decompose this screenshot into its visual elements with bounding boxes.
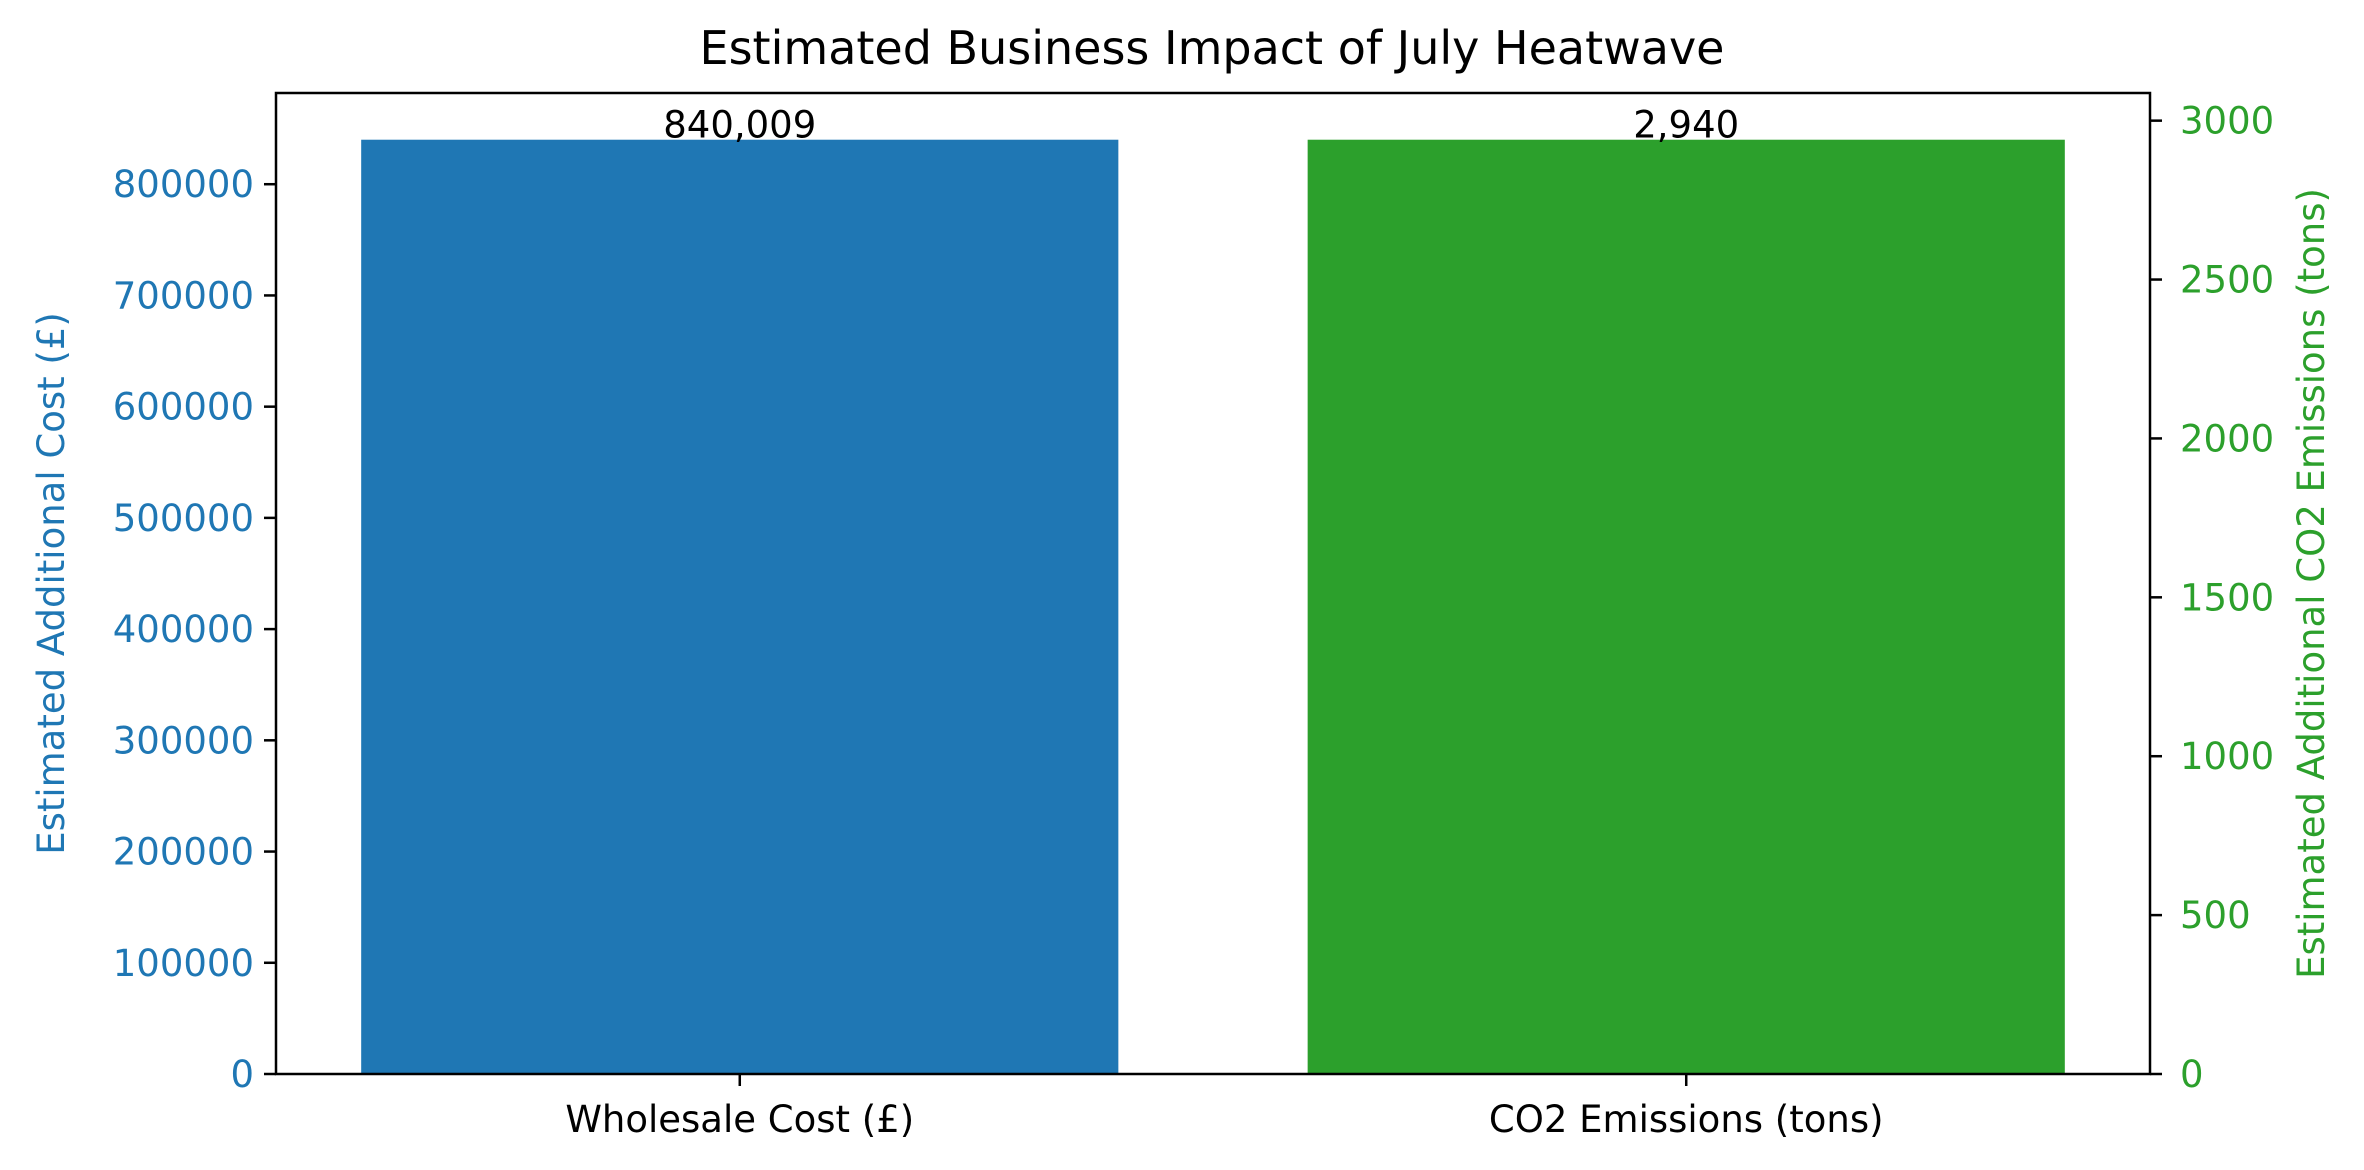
y-axis-left-label: Estimated Additional Cost (£): [30, 312, 73, 855]
y-left-tick-label: 500000: [113, 497, 254, 540]
bar-labels-group: 840,009 2,940: [663, 104, 1739, 147]
y-left-tick-label: 400000: [113, 608, 254, 651]
y-right-tick-label: 3000: [2180, 100, 2274, 143]
y-right-tick-label: 2500: [2180, 259, 2274, 302]
bar-wholesale-cost: [361, 139, 1119, 1074]
plot-frame: [274, 91, 2152, 1076]
chart-title: Estimated Business Impact of July Heatwa…: [700, 21, 1725, 75]
y-left-tick-label: 800000: [113, 163, 254, 206]
bar-value-label-wholesale-cost: 840,009: [663, 104, 816, 147]
y-left-tick-label: 100000: [113, 942, 254, 985]
bar-co2-emissions: [1307, 139, 2065, 1074]
y-left-tick-label: 300000: [113, 719, 254, 762]
y-left-tick-label: 200000: [113, 831, 254, 874]
y-right-tick-label: 1500: [2180, 576, 2274, 619]
y-axis-left: 0 100000 200000 300000 400000 500000 600000 700…: [113, 163, 276, 1096]
bars-group: [361, 139, 2065, 1074]
bar-value-label-co2-emissions: 2,940: [1633, 104, 1739, 147]
y-right-tick-label: 500: [2180, 894, 2251, 937]
y-axis-right-label: Estimated Additional CO2 Emissions (tons…: [2290, 188, 2333, 979]
x-tick-label-wholesale-cost: Wholesale Cost (£): [565, 1098, 914, 1141]
y-left-tick-label: 600000: [113, 386, 254, 429]
y-right-tick-label: 0: [2180, 1053, 2204, 1096]
x-tick-label-co2-emissions: CO2 Emissions (tons): [1489, 1098, 1884, 1141]
y-axis-right: 0 500 1000 1500 2000 2500 3000: [2150, 100, 2274, 1096]
y-left-tick-label: 700000: [113, 274, 254, 317]
y-left-tick-label: 0: [230, 1053, 254, 1096]
x-axis: Wholesale Cost (£) CO2 Emissions (tons): [565, 1074, 1884, 1141]
y-right-tick-label: 1000: [2180, 735, 2274, 778]
y-right-tick-label: 2000: [2180, 417, 2274, 460]
